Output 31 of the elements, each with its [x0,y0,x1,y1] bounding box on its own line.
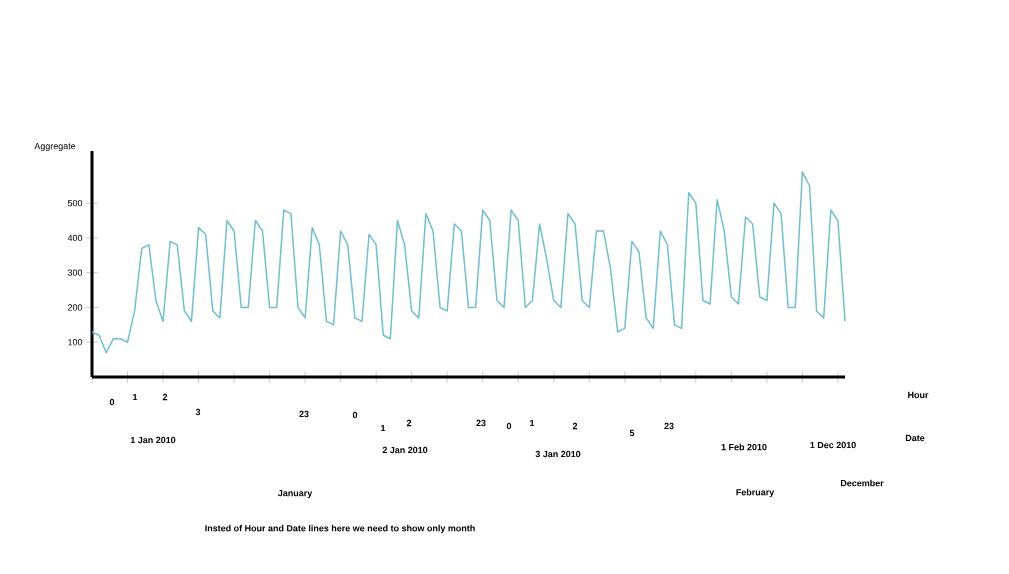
text: 1 [133,393,138,401]
text: 0 [506,422,512,430]
y-tick-label: 100 [68,339,83,346]
y-tick-label: 200 [68,304,83,311]
text: Date [905,434,925,442]
text: 5 [629,429,635,437]
text: February [736,488,775,498]
y-tick-label: 300 [67,269,83,276]
text: Hour [908,391,929,399]
text: 23 [664,422,674,430]
text: 2 [406,419,412,427]
text: 3 Jan 2010 [535,450,581,458]
y-tick-label: 400 [67,234,83,242]
text: 1 [530,419,535,427]
y-tick-label: 500 [67,199,83,207]
text: December [840,479,884,487]
text: 1 [381,424,386,432]
text: Insted of Hour and Date lines here we need to show only month [205,524,475,534]
text: 0 [109,398,115,406]
y-axis-title: Aggregate [34,142,76,152]
text: 2 [572,422,578,430]
text: 0 [352,411,358,419]
text: 2 Jan 2010 [382,446,428,454]
text: 1 Feb 2010 [721,443,767,451]
text: 1 Jan 2010 [130,436,176,444]
text: 2 [162,393,168,401]
text: 23 [476,419,486,427]
text: 23 [299,410,309,418]
text: January [277,489,313,499]
text: 3 [195,408,201,416]
text: 1 Dec 2010 [810,441,856,449]
